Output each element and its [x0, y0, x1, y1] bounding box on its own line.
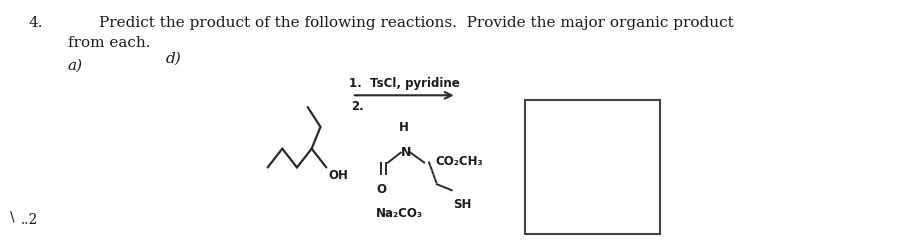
Bar: [525, 100, 660, 234]
Text: d): d): [166, 52, 181, 66]
Text: 1.  TsCl, pyridine: 1. TsCl, pyridine: [348, 77, 460, 90]
Text: ..2: ..2: [21, 213, 39, 227]
Text: Predict the product of the following reactions.  Provide the major organic produ: Predict the product of the following rea…: [100, 16, 734, 30]
Text: a): a): [68, 59, 84, 73]
Text: N: N: [401, 146, 410, 159]
Text: OH: OH: [329, 169, 348, 182]
Text: SH: SH: [453, 198, 472, 211]
Text: Na₂CO₃: Na₂CO₃: [376, 207, 423, 220]
Text: 2.: 2.: [351, 100, 364, 113]
Text: O: O: [376, 183, 386, 196]
Text: H: H: [399, 121, 409, 134]
Text: from each.: from each.: [68, 36, 151, 50]
Text: CO₂CH₃: CO₂CH₃: [435, 155, 482, 168]
Text: $\backslash$: $\backslash$: [9, 209, 16, 224]
Text: 4.: 4.: [29, 16, 43, 30]
